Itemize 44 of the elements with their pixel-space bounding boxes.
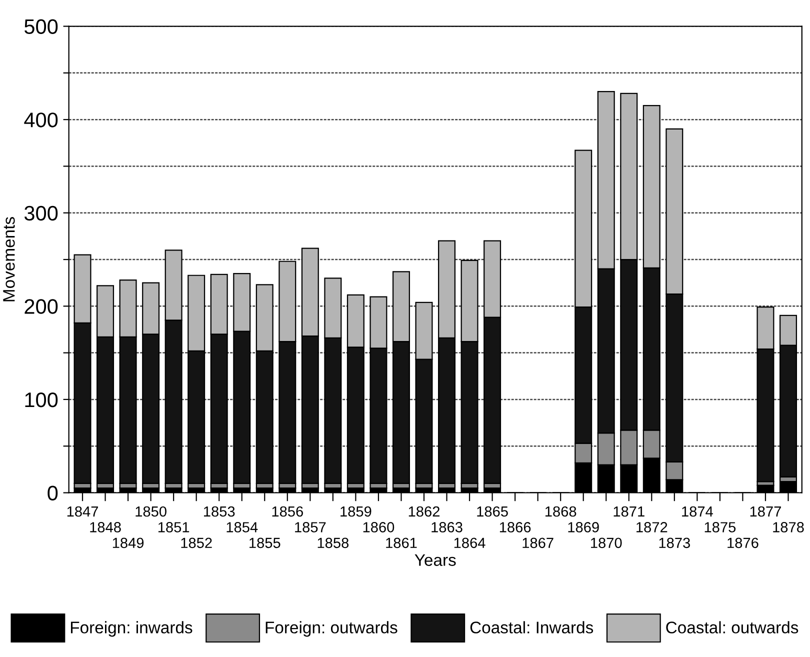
x-tick-label: 1859 <box>340 506 372 517</box>
x-tick-label: 1861 <box>386 538 417 548</box>
x-tick-label: 1864 <box>454 538 486 548</box>
x-tick-label: 1855 <box>250 538 280 548</box>
x-tick-label: 1869 <box>568 522 599 532</box>
y-tick-label: 0 <box>48 486 58 501</box>
x-tick-label: 1865 <box>477 506 508 517</box>
y-axis-title: Movements <box>3 217 15 302</box>
x-tick-label: 1854 <box>226 522 258 532</box>
legend-label: Coastal: Inwards <box>470 621 594 634</box>
x-tick-label: 1866 <box>500 522 531 532</box>
y-tick-label: 200 <box>24 299 58 314</box>
y-tick-label: 300 <box>24 206 58 221</box>
x-tick-label: 1858 <box>318 538 349 548</box>
y-tick-label: 400 <box>24 112 58 128</box>
legend-label: Coastal: outwards <box>666 621 798 634</box>
legend-label: Foreign: outwards <box>266 621 398 637</box>
x-tick-label: 1863 <box>432 522 462 532</box>
x-tick-label: 1847 <box>67 506 98 517</box>
x-tick-label: 1862 <box>408 506 440 517</box>
x-tick-label: 1853 <box>204 506 235 517</box>
x-tick-label: 1850 <box>136 506 166 517</box>
x-tick-label: 1876 <box>728 538 758 548</box>
x-tick-label: 1878 <box>773 522 804 532</box>
x-tick-label: 1849 <box>112 538 144 548</box>
x-tick-label: 1873 <box>659 538 690 548</box>
x-tick-label: 1857 <box>295 522 326 532</box>
legend-label: Foreign: inwards <box>70 621 192 637</box>
x-tick-label: 1860 <box>363 522 394 532</box>
x-tick-label: 1867 <box>522 538 554 548</box>
x-tick-label: 1874 <box>682 506 713 517</box>
x-axis-title: Years <box>414 554 456 566</box>
y-tick-label: 100 <box>25 392 58 408</box>
x-tick-label: 1871 <box>614 506 644 517</box>
x-tick-label: 1877 <box>750 506 781 517</box>
x-tick-label: 1875 <box>704 522 736 532</box>
x-tick-label: 1852 <box>181 538 212 548</box>
x-tick-label: 1856 <box>272 506 303 517</box>
x-tick-label: 1851 <box>158 522 190 532</box>
x-tick-label: 1868 <box>545 506 576 517</box>
x-tick-label: 1870 <box>591 538 622 548</box>
x-tick-label: 1848 <box>90 522 121 532</box>
x-tick-label: 1872 <box>636 522 668 532</box>
y-tick-label: 500 <box>24 19 58 34</box>
